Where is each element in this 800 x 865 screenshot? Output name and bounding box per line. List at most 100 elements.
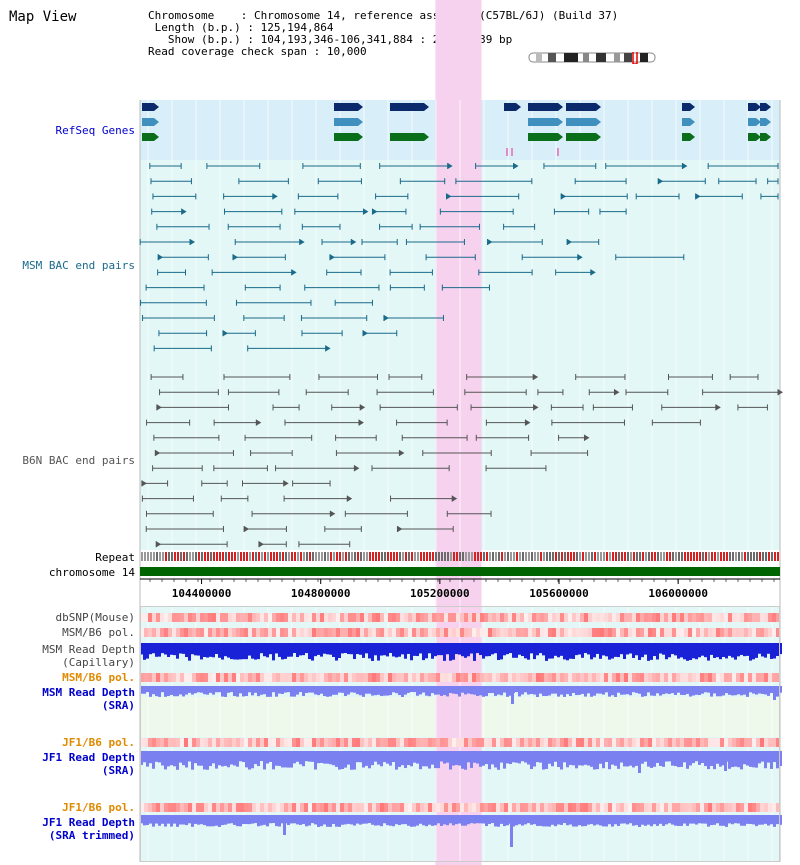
msm-depth-cap-bar (512, 643, 515, 658)
msm-depth-sra-bar (713, 686, 716, 694)
jf1-b6-pol-cell (544, 738, 548, 747)
jf1-b6-pol-cell (640, 738, 644, 747)
msm-depth-sra-bar (584, 686, 587, 697)
msm-depth-cap-bar (737, 643, 740, 657)
repeat-block (462, 552, 464, 561)
msm-depth-sra-bar (263, 686, 266, 695)
b6n-bac-label[interactable]: B6N BAC end pairs (22, 454, 135, 467)
dbsnp-cell (348, 613, 352, 622)
jf1-b6-pol-2-cell (380, 803, 384, 812)
repeat-block (252, 552, 254, 561)
repeat-block (222, 552, 224, 561)
msm-depth-sra-bar (722, 686, 725, 696)
msm-depth-cap-bar (152, 643, 155, 654)
msm-depth-sra-bar (356, 686, 359, 695)
jf1-b6-pol-2-cell (244, 803, 248, 812)
refseq-gene-arrow (558, 118, 563, 126)
chromosome-ideogram[interactable] (528, 52, 656, 64)
jf1-b6-pol-2-cell (140, 803, 144, 812)
msm-b6-pol-cell (696, 628, 700, 637)
msm-b6-pol-sra-cell (712, 673, 716, 682)
jf1-b6-pol-2-cell (688, 803, 692, 812)
dbsnp-cell (584, 613, 588, 622)
jf1-depth-trim-bar (341, 815, 344, 825)
msm-depth-sra-bar (431, 686, 434, 694)
jf1-b6-pol-cell (564, 738, 568, 747)
msm-b6-pol-sra-cell (740, 673, 744, 682)
msm-depth-cap-bar (302, 643, 305, 656)
msm-b6-pol-cell (596, 628, 600, 637)
jf1-b6-pol-label: JF1/B6 pol. (62, 736, 135, 749)
msm-b6-pol-sra-cell (720, 673, 724, 682)
jf1-depth-trim-bar (242, 815, 245, 825)
msm-b6-pol-cell (440, 628, 444, 637)
msm-b6-pol-sra-cell (604, 673, 608, 682)
repeat-block (267, 552, 269, 561)
msm-b6-pol-cell (584, 628, 588, 637)
msm-depth-cap-bar (587, 643, 590, 655)
jf1-b6-pol-2-cell (568, 803, 572, 812)
msm-b6-pol-cell (460, 628, 464, 637)
jf1-depth-sra-bar (521, 751, 524, 762)
repeat-block (192, 552, 194, 561)
jf1-b6-pol-2-cell (180, 803, 184, 812)
repeat-block (702, 552, 704, 561)
repeat-block (603, 552, 605, 561)
jf1-depth-sra-bar (224, 751, 227, 766)
dbsnp-cell (620, 613, 624, 622)
msm-depth-cap-bar (398, 643, 401, 657)
jf1-depth-sra-bar (749, 751, 752, 767)
jf1-depth-trim-bar (458, 815, 461, 824)
msm-depth-cap-bar (497, 643, 500, 661)
msm-depth-cap-bar (269, 643, 272, 655)
msm-bac-arrow (577, 254, 583, 261)
repeat-block (174, 552, 176, 561)
msm-depth-sra-bar (686, 686, 689, 694)
jf1-depth-sra-bar (608, 751, 611, 770)
msm-depth-sra-bar (203, 686, 206, 695)
msm-depth-cap-bar (344, 643, 347, 654)
dbsnp-cell (204, 613, 208, 622)
msm-depth-sra-bar (707, 686, 710, 693)
msm-b6-pol-sra-cell (640, 673, 644, 682)
msm-b6-pol-sra-cell (724, 673, 728, 682)
jf1-depth-trim-bar (254, 815, 257, 824)
jf1-b6-pol-cell (220, 738, 224, 747)
msm-b6-pol-sra-cell (656, 673, 660, 682)
repeat-block (414, 552, 416, 561)
jf1-depth-sra-bar (221, 751, 224, 767)
jf1-depth-trim-bar (233, 815, 236, 825)
repeat-block (723, 552, 725, 561)
jf1-depth-trim-bar (755, 815, 758, 827)
jf1-depth-sra-bar (314, 751, 317, 770)
msm-bac-label[interactable]: MSM BAC end pairs (22, 259, 135, 272)
msm-depth-sra-bar (332, 686, 335, 695)
msm-b6-pol-sra-cell (684, 673, 688, 682)
jf1-b6-pol-cell (432, 738, 436, 747)
jf1-depth-trim-bar (278, 815, 281, 827)
jf1-depth-sra-bar (401, 751, 404, 766)
refseq-gene (682, 133, 690, 141)
repeat-block (432, 552, 434, 561)
jf1-depth-trim-bar (203, 815, 206, 826)
msm-depth-cap-bar (626, 643, 629, 655)
msm-b6-pol-sra-cell (564, 673, 568, 682)
dbsnp-cell (764, 613, 768, 622)
repeat-block (651, 552, 653, 561)
msm-bac-arrow (181, 208, 187, 215)
msm-b6-pol-cell (664, 628, 668, 637)
msm-depth-cap-bar (374, 643, 377, 656)
msm-depth-sra-bar (683, 686, 686, 695)
msm-b6-pol-cell (292, 628, 296, 637)
refseq-genes-label[interactable]: RefSeq Genes (55, 124, 135, 137)
msm-depth-sra-bar (467, 686, 470, 694)
jf1-depth-sra-bar (140, 751, 143, 765)
jf1-b6-pol-2-cell (448, 803, 452, 812)
msm-b6-pol-cell (148, 628, 152, 637)
msm-depth-cap-bar (434, 643, 437, 657)
msm-depth-sra-bar (227, 686, 230, 693)
msm-b6-pol-cell (604, 628, 608, 637)
repeat-block (333, 552, 335, 561)
msm-b6-pol-sra-cell (692, 673, 696, 682)
